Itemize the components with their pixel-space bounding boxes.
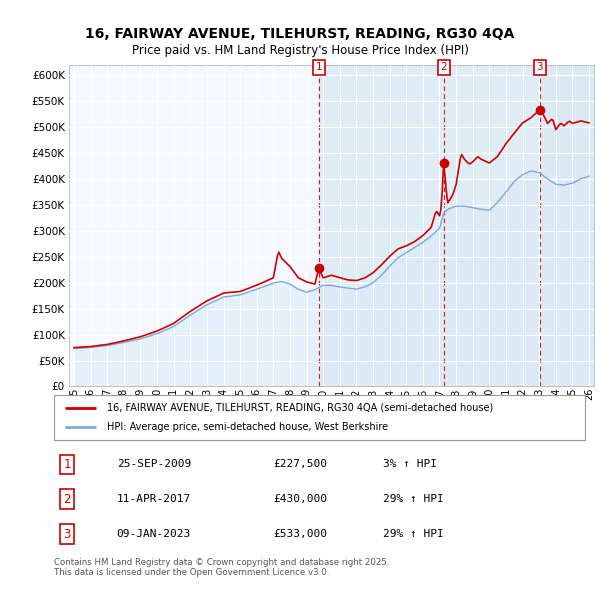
Text: 3: 3	[536, 63, 543, 73]
Text: 1: 1	[64, 458, 71, 471]
Text: 29% ↑ HPI: 29% ↑ HPI	[383, 494, 443, 504]
Text: 2: 2	[440, 63, 447, 73]
Text: Price paid vs. HM Land Registry's House Price Index (HPI): Price paid vs. HM Land Registry's House …	[131, 44, 469, 57]
Text: 09-JAN-2023: 09-JAN-2023	[116, 529, 191, 539]
Text: 11-APR-2017: 11-APR-2017	[116, 494, 191, 504]
Bar	[444, 65, 539, 386]
Text: 2: 2	[64, 493, 71, 506]
Text: 1: 1	[316, 63, 322, 73]
FancyBboxPatch shape	[54, 395, 585, 440]
Bar	[319, 65, 444, 386]
Bar	[539, 65, 594, 386]
Text: £533,000: £533,000	[273, 529, 327, 539]
Text: 29% ↑ HPI: 29% ↑ HPI	[383, 529, 443, 539]
Text: Contains HM Land Registry data © Crown copyright and database right 2025.
This d: Contains HM Land Registry data © Crown c…	[54, 558, 389, 577]
Text: 16, FAIRWAY AVENUE, TILEHURST, READING, RG30 4QA: 16, FAIRWAY AVENUE, TILEHURST, READING, …	[85, 27, 515, 41]
Text: £227,500: £227,500	[273, 460, 327, 469]
Text: HPI: Average price, semi-detached house, West Berkshire: HPI: Average price, semi-detached house,…	[107, 422, 388, 432]
Text: £430,000: £430,000	[273, 494, 327, 504]
Text: 16, FAIRWAY AVENUE, TILEHURST, READING, RG30 4QA (semi-detached house): 16, FAIRWAY AVENUE, TILEHURST, READING, …	[107, 403, 493, 412]
Text: 3: 3	[64, 527, 71, 540]
Bar	[539, 65, 594, 386]
Text: 25-SEP-2009: 25-SEP-2009	[116, 460, 191, 469]
Text: 3% ↑ HPI: 3% ↑ HPI	[383, 460, 437, 469]
